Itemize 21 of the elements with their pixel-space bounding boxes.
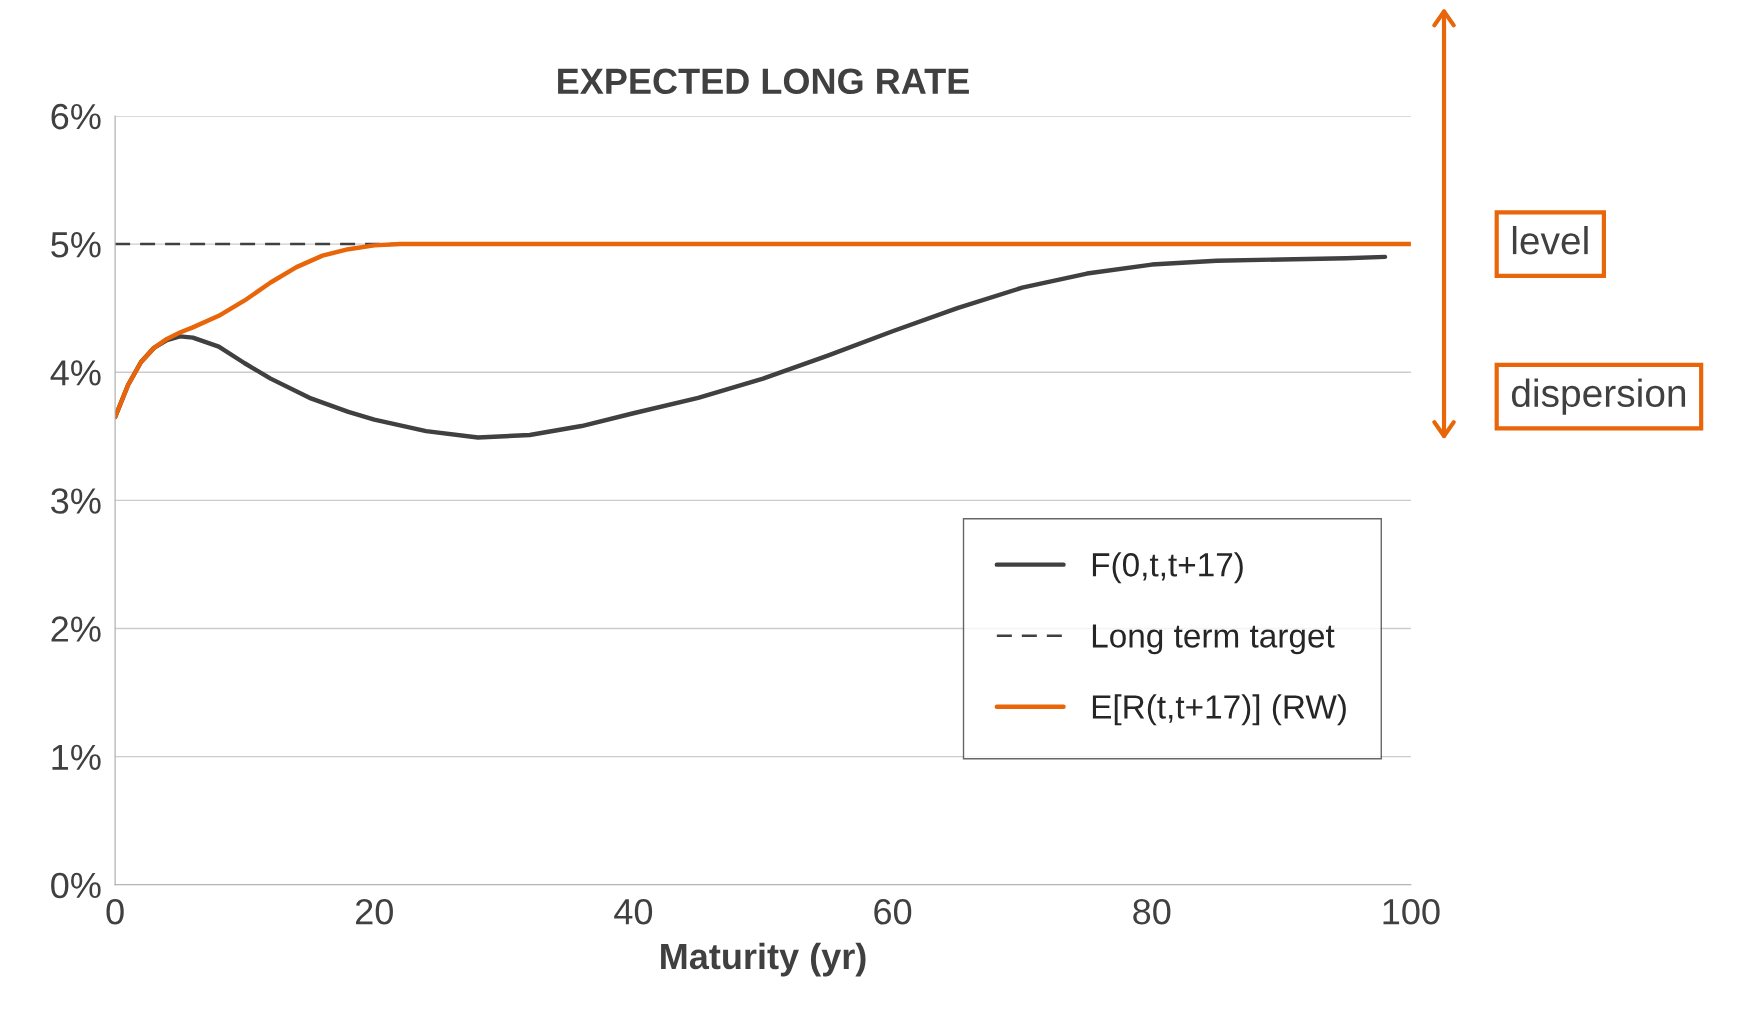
- text: level: [1512, 225, 1588, 255]
- y-tick-label: 4%: [50, 360, 101, 386]
- x-axis-title: Maturity (yr): [661, 942, 866, 977]
- legend-label: E[R(t,t+17)] (RW): [1092, 694, 1346, 726]
- text: dispersion: [1511, 378, 1686, 415]
- y-tick-label: 2%: [51, 616, 101, 642]
- legend-label: Long term target: [1092, 624, 1335, 655]
- y-tick-label: 0%: [51, 872, 101, 899]
- x-tick-label: 0: [106, 898, 124, 925]
- y-tick-label: 1%: [52, 744, 101, 770]
- x-tick-label: 20: [356, 898, 393, 925]
- y-tick-label: 5%: [51, 232, 101, 258]
- y-tick-label: 6%: [51, 103, 101, 130]
- chart-title: EXPECTED LONG RATE: [558, 68, 969, 95]
- legend-label: F(0,t,t+17): [1092, 552, 1243, 584]
- x-tick-label: 100: [1383, 898, 1440, 925]
- line-series: [115, 241, 1411, 420]
- x-tick-label: 40: [614, 898, 653, 925]
- x-tick-label: 80: [1133, 898, 1171, 925]
- y-tick-label: 3%: [51, 488, 101, 514]
- x-tick-label: 60: [874, 898, 912, 925]
